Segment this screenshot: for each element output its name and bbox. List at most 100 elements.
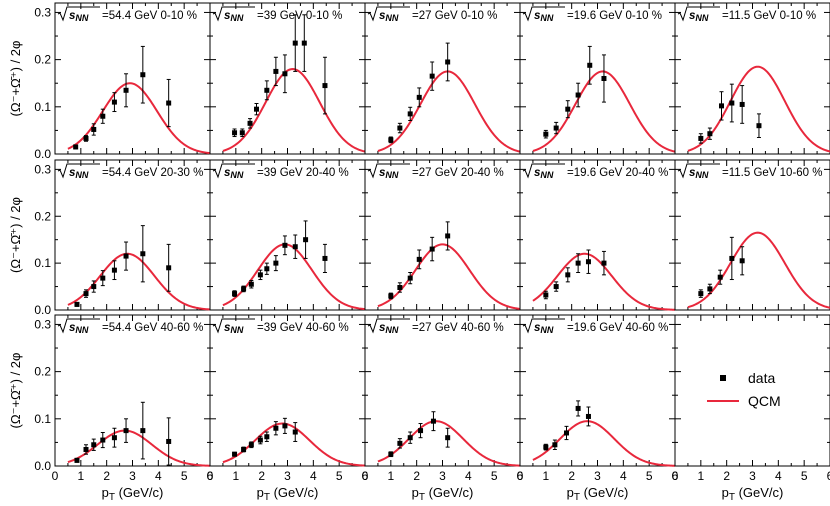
panel-frame (519, 159, 676, 311)
data-marker (729, 100, 735, 106)
data-marker (282, 71, 288, 77)
qcm-curve (377, 70, 521, 153)
data-marker (166, 100, 172, 106)
data-marker (166, 438, 172, 444)
data-point (100, 431, 106, 449)
energy-label: =27 GeV 20-40 % (412, 167, 504, 179)
panel-1-3: sNN =27 GeV 0-10 % (364, 2, 521, 155)
data-point (565, 267, 571, 283)
x-axis-title-sub: T (729, 492, 735, 503)
x-tick-label: 6 (207, 469, 214, 483)
data-marker (257, 272, 263, 278)
panel-2-5: sNN =11.5 GeV 10-60 % (674, 159, 830, 311)
x-tick-label: 3 (284, 469, 291, 483)
panel-label: sNN =11.5 GeV 10-60 % (677, 163, 822, 180)
data-marker (552, 442, 558, 448)
data-point (397, 438, 403, 449)
x-tick-label: 5 (336, 469, 343, 483)
x-tick-label: 1 (697, 469, 704, 483)
snn-symbol: sNN (534, 167, 554, 180)
data-marker (111, 267, 117, 273)
sqrt-sign (677, 6, 720, 22)
data-point (739, 246, 745, 276)
data-point (585, 249, 591, 274)
panel-label: sNN =27 GeV 0-10 % (367, 6, 497, 23)
data-marker (575, 260, 581, 266)
x-tick-label: 1 (77, 469, 84, 483)
data-point (91, 438, 97, 451)
panel-frame (209, 159, 366, 311)
panel-frame (364, 159, 521, 311)
data-point (241, 446, 247, 453)
data-marker (100, 437, 106, 443)
data-point (585, 406, 591, 427)
x-tick-label: 5 (491, 469, 498, 483)
energy-label: =27 GeV 40-60 % (412, 322, 504, 334)
data-point (257, 435, 263, 445)
data-marker (91, 284, 97, 290)
data-marker (575, 92, 581, 98)
data-marker (717, 274, 723, 280)
x-tick-label: 2 (723, 469, 730, 483)
data-marker (698, 291, 704, 297)
data-point (140, 225, 146, 283)
data-point (74, 457, 80, 463)
data-point (91, 123, 97, 136)
energy-label: =27 GeV 0-10 % (412, 10, 497, 22)
data-point (407, 106, 413, 121)
y-tick-label: 0.2 (34, 53, 51, 67)
data-marker (292, 244, 298, 250)
x-axis-title-3: pT (GeV/c) (412, 485, 474, 503)
data-marker (264, 434, 270, 440)
x-tick-label: 6 (362, 469, 369, 483)
data-point (273, 421, 279, 436)
data-marker (407, 111, 413, 117)
snn-symbol: sNN (224, 322, 244, 335)
data-marker (553, 125, 559, 131)
panel-label: sNN =27 GeV 20-40 % (367, 163, 504, 180)
data-marker (282, 242, 288, 248)
data-marker (397, 440, 403, 446)
data-marker (73, 144, 79, 150)
data-marker (416, 94, 422, 100)
legend-qcm-label: QCM (748, 393, 781, 409)
data-point (553, 281, 559, 292)
data-marker (429, 73, 435, 79)
panel-label: sNN =39 GeV 40-60 % (212, 318, 349, 335)
data-marker (565, 272, 571, 278)
panel-1-5: sNN =11.5 GeV 0-10 % (674, 2, 830, 155)
data-point (388, 292, 394, 300)
data-point (254, 103, 259, 116)
data-marker (273, 260, 279, 266)
data-marker (273, 68, 279, 74)
data-marker (100, 113, 106, 119)
data-point (601, 250, 607, 276)
data-marker (719, 103, 724, 109)
data-point (322, 56, 328, 115)
data-marker (388, 137, 394, 143)
y-tick-label: 0.0 (34, 147, 51, 161)
x-axis-title-rest: (GeV/c) (425, 485, 473, 500)
data-marker (430, 418, 436, 424)
data-point (729, 236, 735, 281)
energy-label: =54.4 GeV 0-10 % (102, 10, 197, 22)
x-tick-label: 0 (362, 469, 369, 483)
panel-frame (364, 314, 521, 467)
x-tick-label: 2 (568, 469, 575, 483)
data-point (83, 289, 89, 298)
data-point (264, 262, 270, 275)
sqrt-sign (57, 6, 100, 22)
data-point (303, 220, 309, 259)
snn-symbol: sNN (534, 10, 554, 23)
data-marker (247, 120, 253, 126)
panel-1-1: 0.0 0.1 0.2 0.3 sNN =54.4 GeV 0-10 % (34, 2, 211, 161)
data-marker (322, 83, 328, 89)
snn-symbol: sNN (224, 10, 244, 23)
data-marker (264, 87, 270, 93)
data-marker (241, 446, 247, 452)
data-marker (601, 260, 607, 266)
snn-subscript: NN (75, 325, 88, 335)
y-axis-titles: (Ω⁻+Ω̄⁺) / 2φ (Ω⁻+Ω̄⁺) / 2φ (Ω⁻+Ω̄⁺) / 2φ (8, 41, 23, 429)
x-axis-title-rest: (GeV/c) (735, 485, 783, 500)
data-point (322, 243, 328, 273)
